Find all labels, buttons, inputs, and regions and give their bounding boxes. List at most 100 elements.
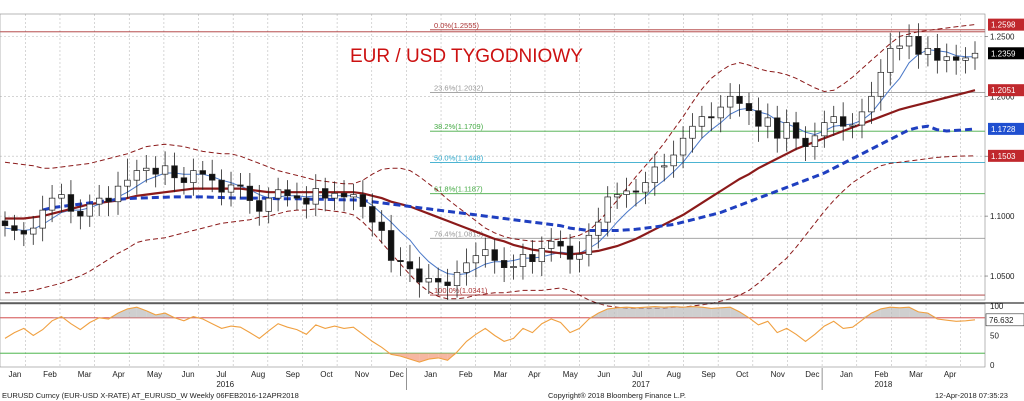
- candle-body: [152, 167, 159, 175]
- candle-body: [604, 196, 611, 223]
- candle-body: [161, 165, 169, 175]
- x-month-label: Oct: [736, 370, 749, 379]
- oscillator-tick-label: 0: [990, 361, 995, 370]
- price-tag: [988, 149, 1024, 162]
- candle-body: [849, 124, 856, 127]
- overbought-fill: [598, 308, 608, 318]
- candle-body: [133, 170, 141, 181]
- candle-body: [802, 137, 809, 147]
- y-tick-label: 1.2500: [990, 32, 1015, 41]
- candle-body: [689, 125, 696, 139]
- x-month-label: Feb: [43, 370, 57, 379]
- candle-body: [877, 71, 885, 97]
- overbought-fill: [127, 307, 137, 318]
- oversold-fill: [428, 353, 439, 360]
- x-month-label: Jan: [840, 370, 853, 379]
- candle-body: [830, 116, 837, 124]
- candle-body: [95, 197, 103, 205]
- candle-body: [331, 193, 338, 199]
- candle-body: [896, 45, 903, 49]
- overbought-fill: [692, 306, 702, 318]
- candle-body: [905, 36, 913, 47]
- overbought-fill: [635, 307, 646, 318]
- price-tag-label: 1.2598: [991, 21, 1016, 30]
- x-month-label: Aug: [667, 370, 681, 379]
- x-month-label: May: [147, 370, 162, 379]
- candle-body: [406, 261, 414, 270]
- price-tag-label: 1.2359: [991, 49, 1016, 58]
- price-tag: [988, 18, 1024, 31]
- candle-body: [303, 197, 310, 205]
- overbought-fill: [146, 310, 156, 318]
- candle-body: [745, 103, 753, 112]
- price-tag: [988, 47, 1024, 60]
- overbought-fill: [617, 307, 627, 318]
- fib-label: 76.4%(1.0815): [434, 229, 484, 238]
- candle-body: [30, 227, 37, 235]
- candle-body: [482, 249, 489, 257]
- x-year-label: 2017: [632, 380, 650, 389]
- x-month-label: Dec: [390, 370, 404, 379]
- candle-body: [557, 240, 564, 247]
- x-month-label: Sep: [701, 370, 716, 379]
- candle-body: [20, 230, 28, 235]
- overbought-fill: [899, 307, 910, 318]
- fib-label: 50.0%(1.1448): [434, 153, 484, 162]
- x-month-label: Aug: [251, 370, 265, 379]
- fib-label: 23.6%(1.2032): [434, 83, 484, 92]
- footer-left: EURUSD Curncy (EUR-USD X-RATE) AT_EURUSD…: [2, 391, 299, 400]
- overbought-fill: [654, 306, 665, 318]
- candle-body: [613, 194, 621, 198]
- candle-body: [717, 106, 724, 119]
- candle-body: [265, 197, 272, 212]
- candle-body: [529, 254, 536, 263]
- candle-body: [774, 117, 781, 139]
- x-month-label: Jan: [8, 370, 21, 379]
- candle-body: [227, 184, 235, 193]
- price-tag: [988, 84, 1024, 97]
- candle-body: [256, 200, 263, 212]
- overbought-fill: [155, 313, 166, 318]
- candle-body: [642, 182, 649, 193]
- footer-center: Copyright® 2018 Bloomberg Finance L.P.: [548, 391, 686, 400]
- candle-body: [679, 137, 687, 156]
- candle-body: [538, 248, 545, 263]
- price-tag-label: 1.2051: [991, 86, 1016, 95]
- overbought-fill: [880, 307, 891, 318]
- candle-body: [359, 194, 367, 207]
- x-month-label: Apr: [112, 370, 125, 379]
- candle-body: [839, 116, 847, 127]
- overbought-fill: [118, 308, 128, 318]
- overbought-fill: [673, 306, 684, 318]
- overbought-fill: [607, 307, 618, 318]
- candle-body: [491, 249, 498, 261]
- fibonacci-levels: 0.0%(1.2555) 23.6%(1.2032) 38.2%(1.1709) 50…: [0, 21, 985, 296]
- candle-body: [11, 225, 18, 231]
- oscillator-tick-label: 100: [990, 302, 1004, 311]
- candle-body: [340, 193, 348, 198]
- candle-body: [86, 203, 93, 217]
- x-year-label: 2016: [216, 380, 234, 389]
- chart-title: EUR / USD TYGODNIOWY: [350, 46, 583, 67]
- x-month-label: Jul: [216, 370, 226, 379]
- candle-body: [58, 194, 65, 199]
- oscillator-last-value: 76.632: [989, 316, 1014, 325]
- candle-body: [500, 260, 508, 268]
- x-month-label: Mar: [78, 370, 92, 379]
- fib-label: 38.2%(1.1709): [434, 122, 484, 131]
- candle-body: [708, 116, 715, 119]
- x-month-label: Mar: [909, 370, 923, 379]
- x-month-label: Dec: [805, 370, 819, 379]
- overbought-fill: [711, 307, 721, 318]
- overbought-fill: [683, 306, 693, 318]
- overbought-fill: [918, 311, 928, 318]
- x-month-label: Nov: [771, 370, 785, 379]
- candle-body: [293, 195, 301, 199]
- overbought-fill: [730, 307, 740, 318]
- candle-body: [783, 122, 790, 139]
- candle-body: [387, 230, 395, 261]
- candle-body: [915, 36, 922, 55]
- price-tag-label: 1.1503: [991, 152, 1016, 161]
- candle-body: [416, 268, 423, 283]
